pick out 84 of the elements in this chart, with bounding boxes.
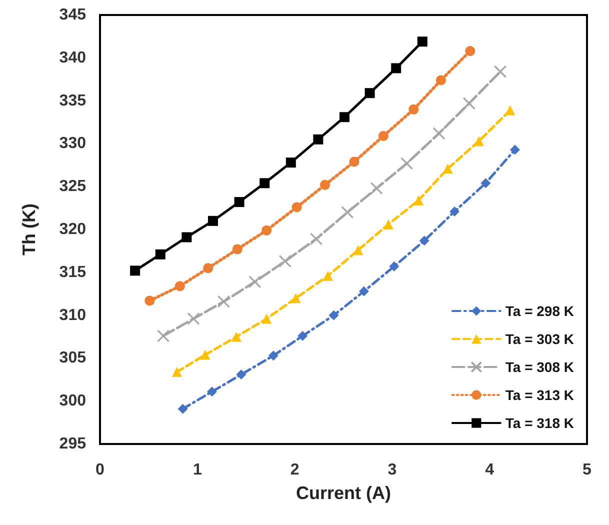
y-tick-label: 315 — [59, 264, 86, 281]
point — [313, 134, 324, 144]
point — [450, 206, 460, 216]
y-axis-title: Th (K) — [19, 204, 39, 256]
point — [414, 195, 424, 206]
legend-label: Ta = 298 K — [505, 303, 574, 319]
point — [310, 232, 323, 246]
point — [207, 386, 218, 397]
point — [510, 144, 520, 155]
point — [364, 88, 375, 98]
point — [505, 105, 516, 116]
point — [231, 332, 242, 342]
legend-label: Ta = 303 K — [505, 331, 574, 347]
point — [292, 202, 302, 212]
point — [462, 97, 476, 110]
point — [378, 130, 388, 141]
point — [480, 178, 491, 188]
point — [260, 178, 270, 188]
point — [203, 263, 214, 274]
point — [262, 314, 272, 324]
point — [236, 370, 246, 380]
point — [268, 350, 278, 361]
x-axis-title: Current (A) — [296, 483, 391, 503]
point — [320, 180, 330, 190]
point — [182, 232, 192, 242]
point — [322, 270, 333, 281]
point — [417, 36, 428, 47]
y-tick-label: 330 — [59, 135, 86, 152]
point — [217, 295, 230, 308]
point — [234, 197, 244, 208]
point — [200, 350, 210, 360]
x-tick-label: 0 — [96, 462, 105, 478]
point — [248, 276, 262, 288]
y-tick-label: 320 — [59, 221, 86, 238]
point — [436, 75, 446, 86]
point — [400, 157, 414, 170]
point — [155, 249, 166, 260]
y-tick-label: 295 — [59, 436, 86, 452]
legend-label: Ta = 313 K — [505, 387, 574, 403]
point — [358, 286, 369, 296]
point — [278, 254, 292, 268]
point — [339, 112, 350, 122]
y-tick-label: 325 — [59, 178, 86, 196]
point — [465, 46, 476, 56]
point — [286, 158, 296, 168]
point — [172, 366, 182, 377]
y-tick-label: 305 — [59, 350, 86, 367]
x-tick-label: 3 — [388, 462, 397, 478]
point — [328, 310, 339, 320]
x-tick-label: 5 — [582, 462, 592, 478]
legend-label: Ta = 318 K — [505, 415, 574, 431]
point — [391, 63, 402, 74]
point — [442, 164, 453, 174]
x-tick-label: 1 — [192, 462, 202, 478]
point — [178, 404, 188, 414]
point — [290, 293, 301, 304]
point — [432, 127, 446, 140]
y-tick-label: 345 — [59, 6, 86, 24]
point — [144, 296, 155, 306]
point — [353, 245, 364, 256]
x-tick-label: 4 — [485, 462, 494, 478]
point — [262, 225, 272, 236]
point — [494, 65, 507, 78]
y-tick-label: 335 — [59, 92, 86, 110]
point — [408, 104, 419, 114]
point — [130, 266, 140, 276]
point — [341, 206, 354, 219]
point — [208, 216, 218, 226]
x-tick-label: 2 — [290, 462, 300, 478]
point — [232, 244, 242, 254]
point — [383, 219, 394, 230]
point — [298, 330, 308, 341]
point — [389, 261, 400, 272]
point — [370, 182, 383, 195]
legend-label: Ta = 308 K — [505, 359, 574, 375]
y-tick-label: 310 — [59, 306, 86, 324]
point — [157, 330, 170, 342]
y-tick-label: 300 — [59, 392, 86, 410]
point — [174, 281, 185, 292]
point — [187, 312, 200, 326]
point — [419, 236, 430, 246]
y-tick-label: 340 — [59, 49, 86, 66]
point — [474, 136, 484, 146]
point — [349, 156, 360, 167]
